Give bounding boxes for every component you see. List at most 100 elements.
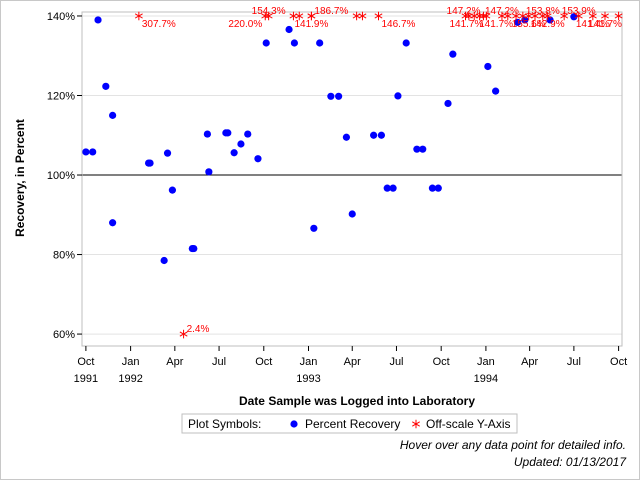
offscale-label-21: 155.6%	[512, 19, 546, 30]
recovery-point-38	[428, 184, 437, 192]
offscale-point-18	[503, 11, 512, 21]
recovery-point-41	[449, 50, 457, 58]
recovery-point-9	[163, 149, 172, 157]
recovery-point-36	[413, 145, 421, 153]
offscale-point-19	[512, 11, 521, 21]
recovery-point-1	[89, 148, 97, 156]
recovery-point-21	[262, 39, 270, 47]
y-tick-label-60: 60%	[53, 329, 75, 341]
offscale-point-22	[531, 11, 539, 21]
recovery-point-34	[394, 92, 402, 100]
y-axis: 60% 80% 100% 120% 140%	[47, 11, 82, 341]
offscale-label-19: 141.7%	[479, 19, 513, 30]
recovery-point-4	[109, 111, 117, 119]
legend-title: Plot Symbols:	[188, 417, 261, 431]
offscale-point-27	[588, 11, 597, 21]
offscale-label-2: 154.3%	[252, 6, 286, 17]
recovery-point-46	[546, 16, 554, 24]
recovery-point-10	[168, 186, 177, 194]
recovery-point-30	[370, 131, 378, 139]
y-tick-label-80: 80%	[53, 250, 75, 262]
offscale-label-0: 307.7%	[142, 19, 176, 30]
recovery-point-12	[190, 244, 198, 253]
hover-hint: Hover over any data point for detailed i…	[399, 438, 626, 452]
offscale-label-23: 153.8%	[526, 6, 560, 17]
recovery-point-28	[342, 133, 351, 141]
x-tick-label-9: Jan	[477, 356, 495, 368]
x-axis: Oct 1991 Jan 1992 Apr Jul Oct Jan 1993 Apr Jul Oct J…	[74, 346, 627, 385]
recovery-point-29	[348, 210, 356, 218]
recovery-point-37	[419, 145, 427, 153]
recovery-point-32	[383, 184, 391, 192]
offscale-label-28: 141.7%	[588, 19, 622, 30]
offscale-point-7	[307, 11, 316, 21]
x-tick-label-4: Oct	[255, 356, 272, 368]
recovery-point-16	[224, 129, 232, 137]
offscale-point-1	[179, 329, 188, 339]
recovery-point-23	[290, 39, 299, 47]
offscale-label-6: 186.7%	[314, 6, 348, 17]
recovery-point-25	[316, 39, 324, 47]
y-tick-label-100: 100%	[47, 170, 75, 182]
offscale-point-28	[601, 11, 609, 21]
recovery-point-3	[102, 82, 110, 90]
offscale-point-10	[374, 11, 383, 21]
recovery-point-17	[230, 149, 238, 157]
y-tick-label-120: 120%	[47, 91, 75, 103]
off-scale-labels: 307.7% 2.4% 154.3% 220.0% 186.7% 141.9% 146.7%…	[142, 6, 622, 335]
data-marks	[82, 11, 623, 339]
recovery-point-5	[109, 219, 117, 227]
offscale-label-1: 2.4%	[187, 324, 210, 335]
recovery-point-2	[94, 16, 102, 24]
x-tick-label-5: Jan	[300, 356, 318, 368]
x-tick-label-11: Jul	[567, 356, 581, 368]
x-tick-year-9: 1994	[474, 373, 498, 385]
offscale-point-0	[134, 11, 143, 21]
offscale-label-15: 147.2%	[447, 6, 481, 17]
x-tick-label-8: Oct	[433, 356, 450, 368]
legend-entry-percent-recovery: Percent Recovery	[305, 417, 400, 431]
offscale-point-26	[574, 11, 583, 21]
offscale-label-3: 220.0%	[228, 19, 262, 30]
recovery-point-18	[237, 140, 245, 148]
y-axis-title: Recovery, in Percent	[13, 119, 27, 237]
offscale-label-17: 147.2%	[485, 6, 519, 17]
legend: Plot Symbols: Percent Recovery Off-scale…	[181, 413, 518, 434]
x-tick-label-6: Apr	[344, 356, 361, 368]
offscale-label-24: 142.9%	[531, 19, 565, 30]
offscale-point-21	[524, 11, 533, 21]
recovery-point-13	[203, 130, 212, 138]
recovery-point-24	[310, 224, 318, 232]
x-tick-label-3: Jul	[212, 356, 226, 368]
recovery-point-33	[389, 184, 397, 192]
legend-asterisk-symbol	[412, 419, 420, 429]
recovery-point-35	[402, 39, 410, 47]
updated-date: Updated: 01/13/2017	[513, 455, 626, 469]
recovery-point-27	[335, 92, 343, 100]
x-tick-label-7: Jul	[389, 356, 403, 368]
recovery-point-43	[492, 87, 500, 95]
offscale-point-14	[475, 11, 484, 21]
offscale-point-29	[614, 11, 623, 21]
x-tick-year-1: 1992	[118, 373, 142, 385]
offscale-label-27: 141.4%	[576, 19, 610, 30]
x-tick-label-12: Oct	[610, 356, 627, 368]
offscale-label-16: 141.7%	[449, 19, 483, 30]
offscale-point-5	[295, 11, 304, 21]
offscale-point-24	[543, 11, 552, 21]
offscale-label-26: 153.9%	[562, 6, 596, 17]
legend-dot-symbol	[290, 420, 298, 428]
recovery-point-0	[82, 148, 90, 156]
offscale-label-10: 146.7%	[381, 19, 415, 30]
recovery-point-20	[254, 155, 262, 163]
offscale-label-7: 141.9%	[294, 19, 328, 30]
x-tick-year-0: 1991	[74, 373, 98, 385]
x-tick-label-10: Apr	[521, 356, 538, 368]
legend-box	[181, 413, 518, 434]
x-tick-label-0: Oct	[77, 356, 94, 368]
offscale-point-25	[560, 11, 569, 21]
offscale-point-16	[482, 11, 491, 21]
recovery-point-22	[285, 25, 293, 34]
